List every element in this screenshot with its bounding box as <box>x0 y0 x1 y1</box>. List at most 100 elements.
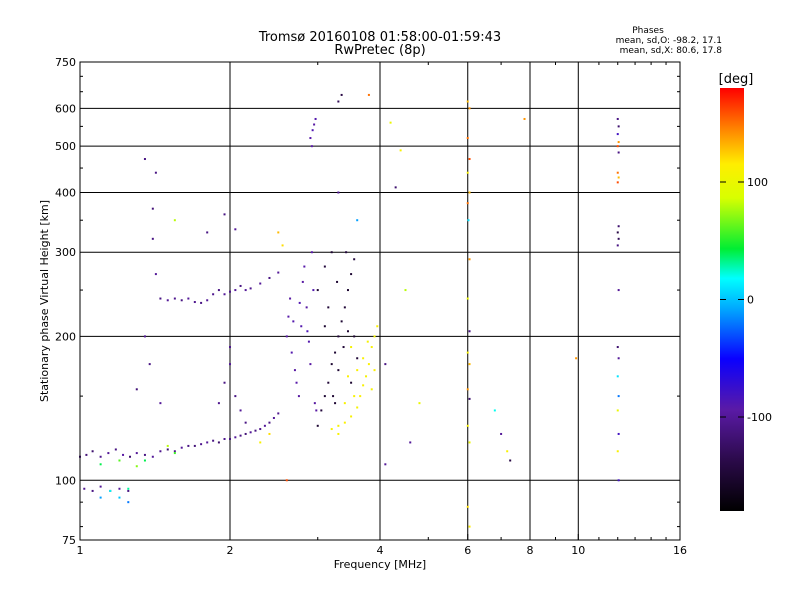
data-point <box>509 459 512 462</box>
data-point <box>523 117 526 120</box>
y-axis: 75 100 200 300 400 500 600 750 <box>55 56 680 547</box>
data-point <box>143 335 146 338</box>
data-point <box>346 375 349 378</box>
data-point <box>373 369 376 372</box>
y-tick-label: 100 <box>55 474 76 487</box>
data-point <box>83 487 86 490</box>
data-point <box>373 335 376 338</box>
data-point <box>290 351 293 354</box>
y-tick-label: 750 <box>55 56 76 69</box>
data-point <box>343 421 346 424</box>
x-tick-label: 8 <box>527 544 534 557</box>
data-point <box>114 448 117 451</box>
colorbar-tick-label: 100 <box>747 176 768 189</box>
data-point <box>330 363 333 366</box>
data-point <box>468 363 471 366</box>
data-point <box>173 297 176 300</box>
data-point <box>85 453 88 456</box>
data-point <box>217 441 220 444</box>
data-point <box>466 505 469 508</box>
data-point <box>91 450 94 453</box>
data-point <box>617 357 620 360</box>
data-point <box>307 340 310 343</box>
data-point <box>268 421 271 424</box>
data-point <box>316 424 319 427</box>
data-point <box>118 459 121 462</box>
data-point <box>409 441 412 444</box>
data-point <box>315 409 318 412</box>
data-point <box>468 258 471 261</box>
data-point <box>135 388 138 391</box>
data-point <box>234 395 237 398</box>
data-point <box>287 315 290 318</box>
data-point <box>617 289 620 292</box>
data-point <box>362 384 365 387</box>
data-point <box>356 357 359 360</box>
data-point <box>468 397 471 400</box>
data-point <box>129 455 132 458</box>
data-point <box>217 402 220 405</box>
data-point <box>327 306 330 309</box>
data-point <box>389 121 392 124</box>
data-point <box>353 395 356 398</box>
data-point <box>300 325 303 328</box>
data-point <box>493 409 496 412</box>
data-point <box>466 424 469 427</box>
chart-subtitle: RwPretec (8p) <box>334 43 425 58</box>
data-point <box>466 171 469 174</box>
data-point <box>200 301 203 304</box>
data-point <box>239 434 242 437</box>
data-point <box>466 202 469 205</box>
data-point <box>259 282 262 285</box>
data-point <box>259 441 262 444</box>
data-point <box>154 171 157 174</box>
x-axis-label: Frequency [MHz] <box>334 558 426 571</box>
chart-title: Tromsø 20160108 01:58:00-01:59:43 <box>258 30 501 45</box>
data-point <box>159 297 162 300</box>
data-point <box>466 388 469 391</box>
data-point <box>399 149 402 152</box>
data-point <box>617 125 620 128</box>
data-point <box>259 428 262 431</box>
colorbar-ticks: 100 0 -100 <box>720 176 772 424</box>
data-point <box>229 363 231 366</box>
data-point <box>277 271 280 274</box>
data-point <box>173 450 176 453</box>
data-point <box>217 289 220 292</box>
data-point <box>173 452 176 455</box>
data-point <box>367 363 370 366</box>
data-point <box>327 381 330 384</box>
data-point <box>353 258 356 261</box>
data-point <box>200 443 203 446</box>
data-point <box>109 489 112 492</box>
data-point <box>337 191 340 194</box>
data-point <box>295 381 298 384</box>
data-point <box>323 395 326 398</box>
data-point <box>313 402 316 405</box>
data-point <box>298 301 301 304</box>
data-point <box>353 335 356 338</box>
data-point <box>345 251 348 254</box>
data-point <box>249 431 252 434</box>
data-point <box>135 465 138 468</box>
data-point <box>616 244 619 247</box>
data-point <box>616 171 619 174</box>
data-point <box>617 151 620 154</box>
data-point <box>180 299 183 302</box>
stats-o-mode: mean, sd,O: -98.2, 17.1 <box>616 36 722 46</box>
data-point <box>384 363 387 366</box>
y-tick-label: 600 <box>55 102 76 115</box>
data-point <box>310 251 313 254</box>
data-point <box>306 330 309 333</box>
data-point <box>309 363 312 366</box>
data-point <box>292 320 295 323</box>
data-point <box>206 441 209 444</box>
data-point <box>297 395 300 398</box>
data-point <box>166 448 169 451</box>
data-point <box>356 406 359 409</box>
colorbar-label: [deg] <box>719 72 754 87</box>
data-point <box>617 176 620 179</box>
data-point <box>303 265 306 268</box>
data-point <box>289 297 292 300</box>
data-point <box>346 289 349 292</box>
